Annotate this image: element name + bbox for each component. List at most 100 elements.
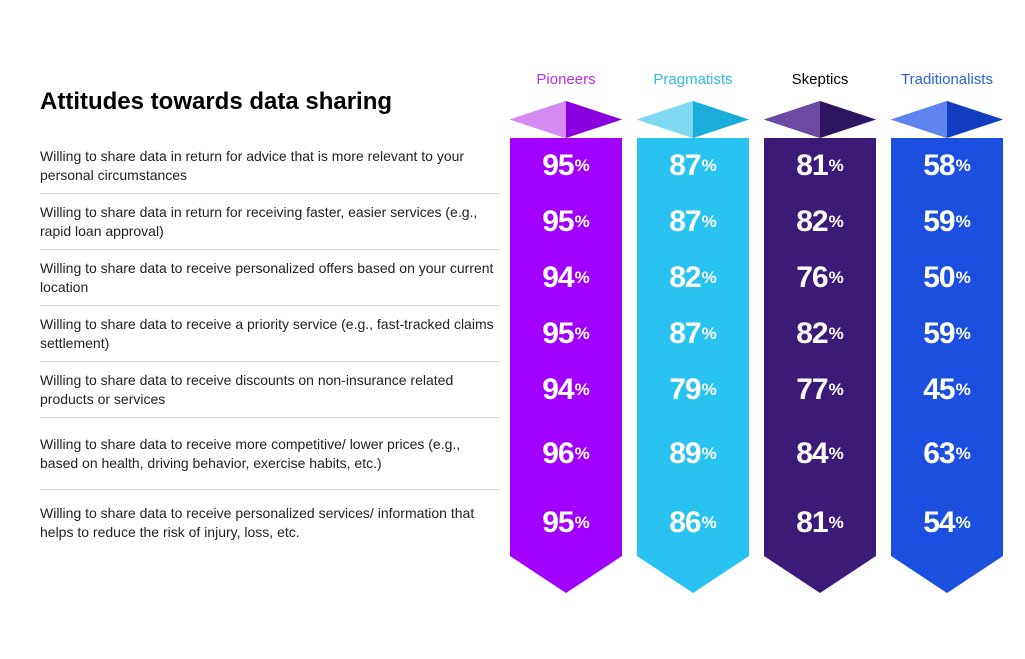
row-label: Willing to share data to receive more co… [40,418,500,490]
value-cell: 95% [510,138,622,194]
value-cell: 84% [764,418,876,490]
percent-suffix: % [829,380,844,400]
value-number: 96 [542,437,573,471]
value-number: 50 [923,261,954,295]
percent-suffix: % [829,156,844,176]
percent-suffix: % [702,324,717,344]
value-cell: 45% [891,362,1003,418]
value-number: 82 [796,317,827,351]
value-number: 63 [923,437,954,471]
percent-suffix: % [575,212,590,232]
value-number: 94 [542,261,573,295]
value-cell: 94% [510,250,622,306]
value-number: 58 [923,149,954,183]
percent-suffix: % [702,444,717,464]
arrow-shape: 87%87%82%87%79%89%86% [637,101,749,593]
value-number: 87 [669,149,700,183]
row-label: Willing to share data in return for rece… [40,194,500,250]
column-header: Traditionalists [901,71,993,91]
row-label: Willing to share data to receive discoun… [40,362,500,418]
arrow-cap-icon [891,101,1003,138]
arrow-tail-icon [764,556,876,593]
value-cell: 86% [637,490,749,556]
percent-suffix: % [956,268,971,288]
percent-suffix: % [956,380,971,400]
percent-suffix: % [702,212,717,232]
value-cell: 95% [510,490,622,556]
value-number: 82 [796,205,827,239]
column-header: Pragmatists [653,71,732,91]
value-number: 94 [542,373,573,407]
left-column: Attitudes towards data sharing Willing t… [40,40,500,556]
arrow-tail-icon [637,556,749,593]
value-number: 76 [796,261,827,295]
percent-suffix: % [829,444,844,464]
arrow-shape: 58%59%50%59%45%63%54% [891,101,1003,593]
value-number: 95 [542,205,573,239]
percent-suffix: % [956,513,971,533]
value-number: 81 [796,149,827,183]
chart-title: Attitudes towards data sharing [40,88,500,116]
percent-suffix: % [956,156,971,176]
percent-suffix: % [575,268,590,288]
value-number: 89 [669,437,700,471]
row-label: Willing to share data to receive persona… [40,250,500,306]
value-cell: 89% [637,418,749,490]
arrow-cap-icon [764,101,876,138]
value-cell: 81% [764,138,876,194]
row-label: Willing to share data to receive persona… [40,490,500,556]
value-number: 59 [923,317,954,351]
value-cell: 94% [510,362,622,418]
value-cell: 95% [510,194,622,250]
percent-suffix: % [575,380,590,400]
arrow-column: Pioneers95%95%94%95%94%96%95% [510,71,622,593]
percent-suffix: % [575,156,590,176]
value-cell: 79% [637,362,749,418]
value-cell: 58% [891,138,1003,194]
value-number: 82 [669,261,700,295]
value-cell: 82% [637,250,749,306]
data-sharing-infographic: Attitudes towards data sharing Willing t… [40,40,985,640]
value-number: 59 [923,205,954,239]
arrow-columns-container: Pioneers95%95%94%95%94%96%95%Pragmatists… [510,71,1003,593]
arrow-body: 87%87%82%87%79%89%86% [637,138,749,556]
percent-suffix: % [702,513,717,533]
arrow-shape: 95%95%94%95%94%96%95% [510,101,622,593]
column-header: Pioneers [536,71,595,91]
percent-suffix: % [829,513,844,533]
value-number: 95 [542,506,573,540]
arrow-shape: 81%82%76%82%77%84%81% [764,101,876,593]
value-cell: 81% [764,490,876,556]
value-cell: 54% [891,490,1003,556]
value-cell: 87% [637,194,749,250]
percent-suffix: % [702,156,717,176]
arrow-column: Skeptics81%82%76%82%77%84%81% [764,71,876,593]
value-cell: 63% [891,418,1003,490]
arrow-tail-icon [510,556,622,593]
arrow-cap-icon [637,101,749,138]
arrow-body: 95%95%94%95%94%96%95% [510,138,622,556]
value-number: 45 [923,373,954,407]
percent-suffix: % [956,444,971,464]
arrow-column: Pragmatists87%87%82%87%79%89%86% [637,71,749,593]
arrow-column: Traditionalists58%59%50%59%45%63%54% [891,71,1003,593]
value-cell: 96% [510,418,622,490]
value-cell: 77% [764,362,876,418]
column-header: Skeptics [792,71,849,91]
value-cell: 50% [891,250,1003,306]
percent-suffix: % [829,268,844,288]
percent-suffix: % [956,212,971,232]
value-cell: 76% [764,250,876,306]
value-cell: 95% [510,306,622,362]
value-number: 87 [669,317,700,351]
value-cell: 82% [764,194,876,250]
value-cell: 87% [637,306,749,362]
value-cell: 82% [764,306,876,362]
percent-suffix: % [702,380,717,400]
value-number: 87 [669,205,700,239]
row-labels-container: Willing to share data in return for advi… [40,138,500,556]
value-cell: 59% [891,306,1003,362]
arrow-body: 58%59%50%59%45%63%54% [891,138,1003,556]
value-number: 81 [796,506,827,540]
percent-suffix: % [829,212,844,232]
